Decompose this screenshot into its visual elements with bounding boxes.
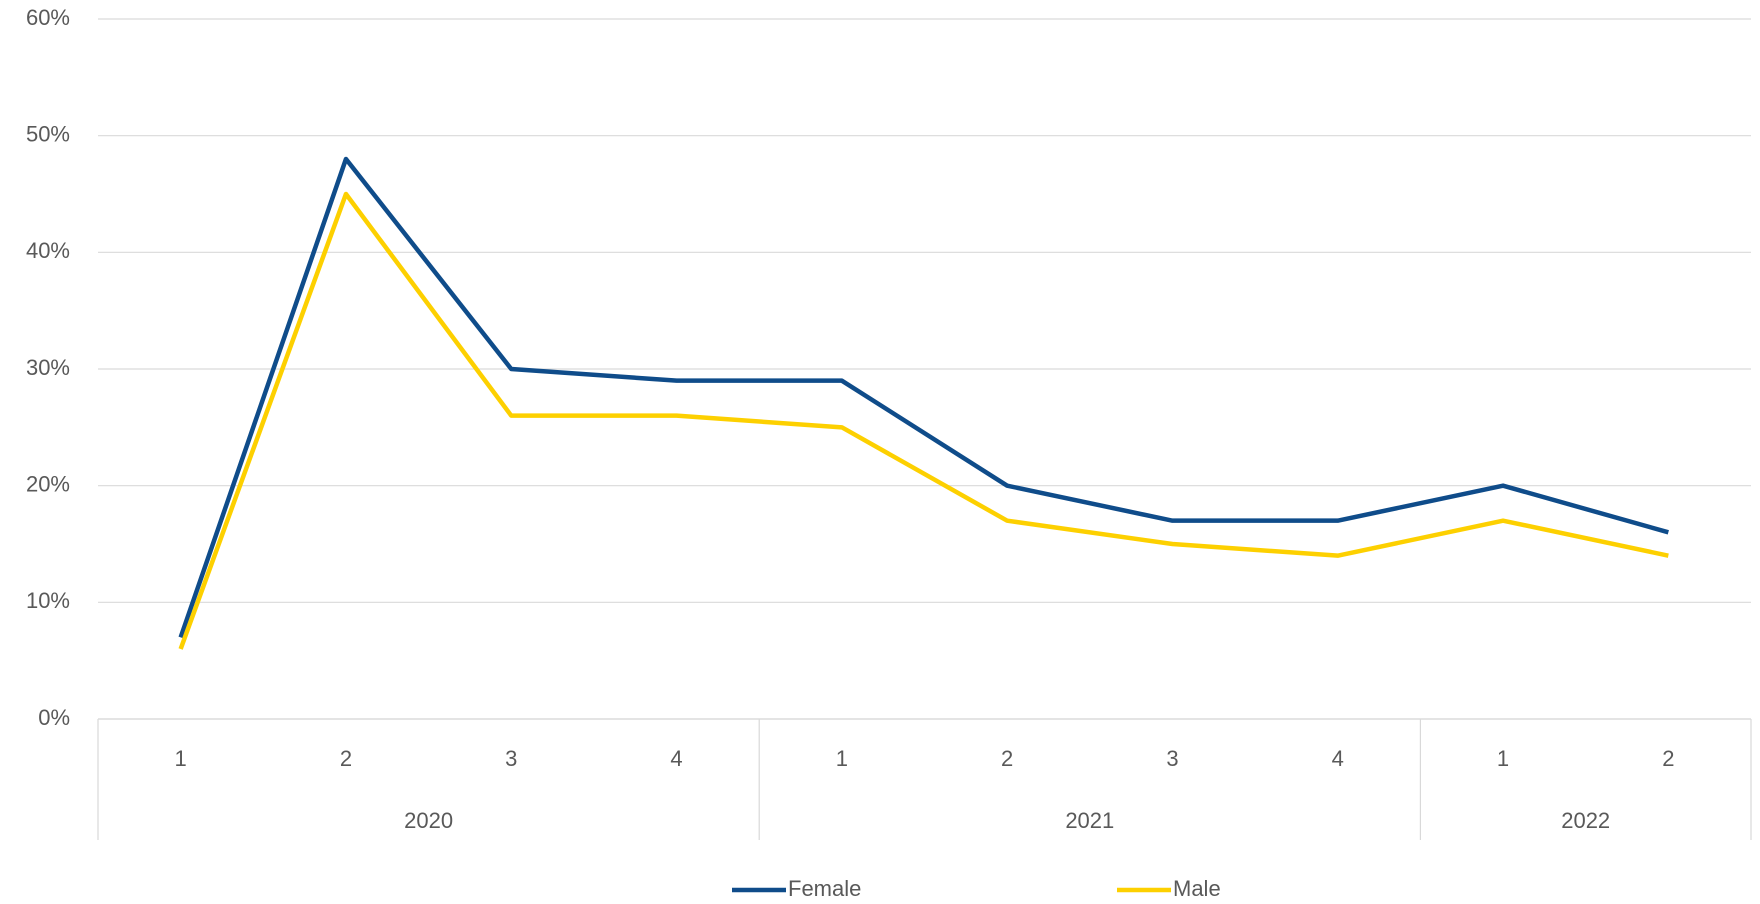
y-tick-label: 20% (26, 471, 70, 496)
y-tick-label: 0% (38, 705, 70, 730)
legend-label: Female (788, 876, 861, 901)
x-tick-label: 3 (505, 746, 517, 771)
y-tick-label: 40% (26, 238, 70, 263)
series-line (178, 156, 1669, 639)
y-tick-label: 60% (26, 5, 70, 30)
legend-label: Male (1173, 876, 1221, 901)
x-tick-label: 2 (1001, 746, 1013, 771)
x-tick-label: 1 (1497, 746, 1509, 771)
x-tick-label: 1 (836, 746, 848, 771)
y-tick-label: 50% (26, 121, 70, 146)
y-tick-label: 30% (26, 355, 70, 380)
x-tick-label: 2 (1662, 746, 1674, 771)
x-group-label: 2022 (1561, 808, 1610, 833)
x-tick-label: 3 (1166, 746, 1178, 771)
series-line (178, 191, 1669, 650)
x-tick-label: 4 (670, 746, 682, 771)
y-tick-label: 10% (26, 588, 70, 613)
x-group-label: 2021 (1065, 808, 1114, 833)
x-tick-label: 2 (340, 746, 352, 771)
x-tick-label: 1 (175, 746, 187, 771)
x-tick-label: 4 (1332, 746, 1344, 771)
x-group-label: 2020 (404, 808, 453, 833)
